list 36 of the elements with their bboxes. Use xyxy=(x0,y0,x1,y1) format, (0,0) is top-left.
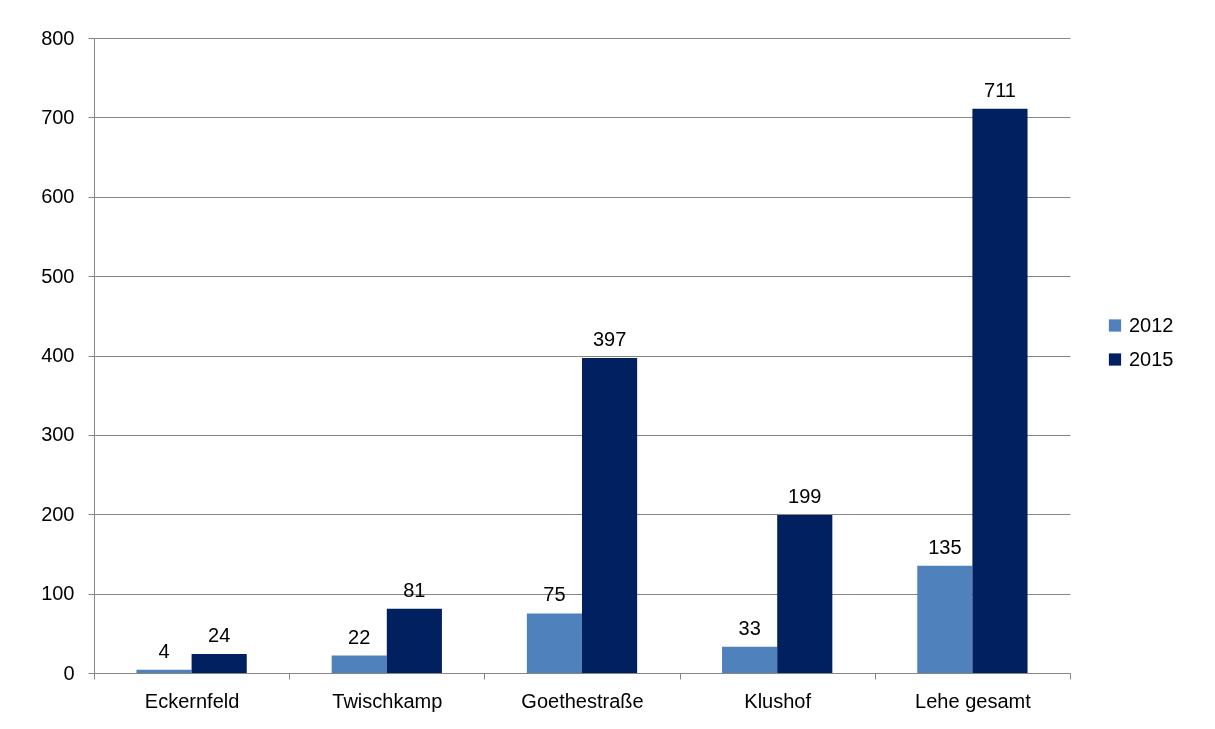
x-tick-label: Twischkamp xyxy=(332,689,443,712)
y-tick-label: 300 xyxy=(41,423,75,446)
y-tick-label: 200 xyxy=(41,502,75,525)
data-label: 81 xyxy=(403,578,426,601)
bar xyxy=(526,613,582,673)
data-label: 75 xyxy=(543,583,566,606)
bar xyxy=(917,565,973,673)
bar xyxy=(582,357,638,673)
bar xyxy=(972,108,1028,673)
data-label: 4 xyxy=(158,639,170,662)
bar xyxy=(777,515,833,673)
x-tick-label: Lehe gesamt xyxy=(915,689,1032,712)
legend-label: 2015 xyxy=(1129,347,1174,370)
data-label: 33 xyxy=(738,616,761,639)
bar xyxy=(136,669,192,673)
bar xyxy=(722,646,778,673)
data-label: 135 xyxy=(928,535,962,558)
data-label: 24 xyxy=(208,623,231,646)
x-tick-label: Goethestraße xyxy=(521,689,644,712)
bar xyxy=(386,608,442,673)
y-tick-label: 800 xyxy=(41,26,75,49)
legend-label: 2012 xyxy=(1129,313,1174,336)
y-tick-label: 0 xyxy=(63,661,75,684)
data-label: 199 xyxy=(788,485,822,508)
y-tick-label: 700 xyxy=(41,105,75,128)
data-label: 22 xyxy=(348,625,371,648)
x-tick-label: Klushof xyxy=(744,689,812,712)
data-label: 711 xyxy=(984,78,1016,101)
y-tick-label: 600 xyxy=(41,185,75,208)
x-tick-label: Eckernfeld xyxy=(144,689,240,712)
y-tick-label: 400 xyxy=(41,344,75,366)
y-tick-label: 100 xyxy=(41,582,75,605)
y-tick-label: 500 xyxy=(41,264,75,287)
bar xyxy=(331,655,387,673)
data-label: 397 xyxy=(592,327,627,350)
bar xyxy=(191,653,247,673)
